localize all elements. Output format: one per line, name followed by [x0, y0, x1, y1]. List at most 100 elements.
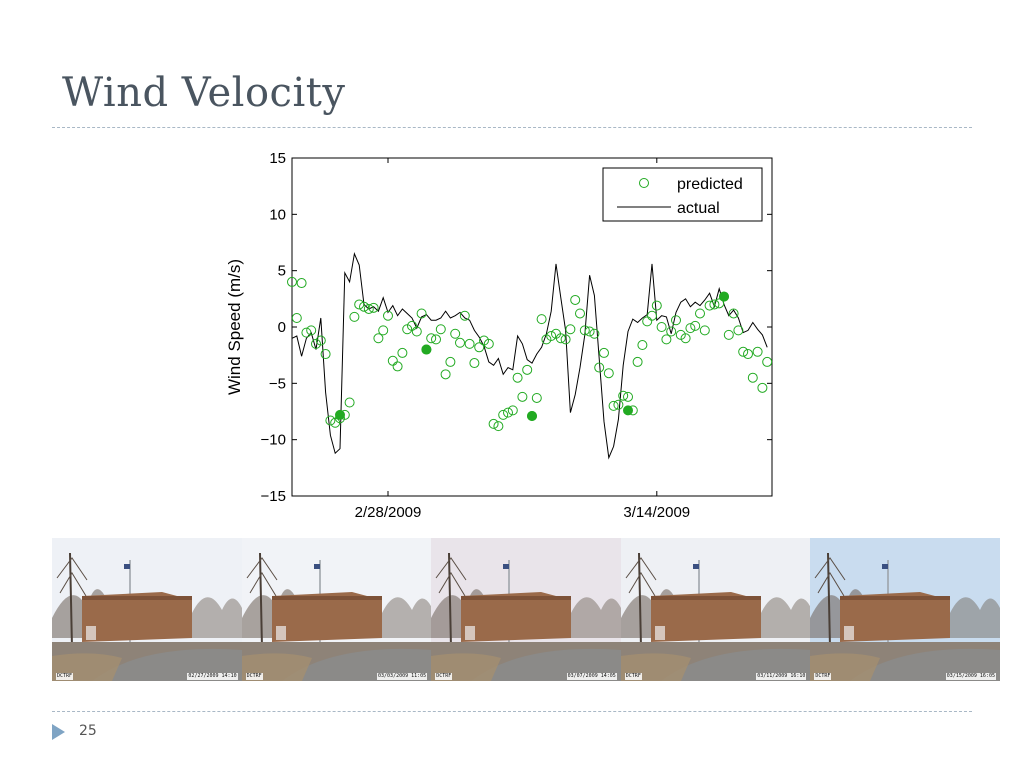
- building-scene-image: [241, 538, 432, 681]
- y-tick-label: 10: [269, 206, 286, 223]
- webcam-photo: DCTRF 03/15/2009 16:05: [810, 538, 1000, 681]
- predicted-point: [306, 325, 317, 336]
- predicted-point: [498, 409, 509, 420]
- predicted-point: [762, 356, 773, 367]
- camera-id-label: DCTRF: [624, 673, 642, 680]
- legend-actual-label: actual: [677, 200, 720, 217]
- predicted-point: [752, 346, 763, 357]
- footer-divider: [52, 711, 972, 712]
- x-tick-label: 2/28/2009: [355, 504, 422, 520]
- predicted-point: [738, 346, 749, 357]
- predicted-point: [560, 334, 571, 345]
- chart-axes: 15 10 5 0 −5 −10 −15 2/28/2009 3/14/2009: [261, 150, 773, 520]
- predicted-point: [690, 320, 701, 331]
- building-scene-image: [431, 538, 621, 681]
- predicted-point: [291, 312, 302, 323]
- y-tick-label: −15: [261, 488, 286, 505]
- predicted-point: [575, 308, 585, 319]
- building-scene-image: [810, 538, 1000, 681]
- predicted-point: [599, 347, 609, 358]
- y-tick-label: −5: [269, 375, 286, 392]
- predicted-point: [320, 349, 331, 360]
- highlighted-point: [527, 411, 537, 422]
- predicted-point: [666, 326, 677, 337]
- predicted-point: [464, 338, 475, 349]
- predicted-point: [546, 331, 557, 342]
- predicted-point: [344, 397, 355, 408]
- predicted-point: [603, 368, 614, 379]
- predicted-point: [757, 382, 768, 393]
- highlighted-point: [623, 405, 633, 416]
- predicted-point: [685, 323, 696, 334]
- predicted-point: [555, 333, 566, 344]
- predicted-point: [287, 276, 297, 287]
- page-number: 25: [79, 723, 97, 739]
- predicted-point: [723, 329, 734, 340]
- predicted-point: [469, 358, 480, 369]
- predicted-point: [445, 356, 456, 367]
- predicted-point: [517, 391, 528, 402]
- photo-timestamp: 03/03/2009 11:05: [377, 673, 428, 680]
- predicted-point: [656, 322, 667, 332]
- predicted-point: [483, 338, 494, 349]
- predicted-point: [642, 316, 653, 327]
- predicted-point: [296, 278, 307, 289]
- y-tick-label: 15: [269, 150, 286, 167]
- predicted-point: [618, 390, 629, 401]
- predicted-point: [531, 392, 542, 403]
- webcam-photo: DCTRF 03/07/2009 14:05: [431, 538, 621, 681]
- predicted-point: [671, 315, 681, 326]
- y-tick-label: 5: [278, 263, 286, 280]
- predicted-points-layer: [287, 276, 773, 432]
- predicted-point: [632, 356, 643, 367]
- webcam-photo: DCTRF 03/11/2009 16:10: [620, 538, 811, 681]
- photo-timestamp: 03/15/2009 16:05: [945, 673, 996, 680]
- predicted-point: [459, 310, 470, 321]
- predicted-point: [431, 334, 441, 345]
- actual-line-layer: [291, 252, 768, 460]
- predicted-point: [378, 325, 389, 336]
- webcam-photo: DCTRF 03/03/2009 11:05: [241, 538, 432, 681]
- chart-legend: predicted actual: [602, 167, 763, 222]
- predicted-point: [579, 325, 590, 336]
- predicted-point: [373, 333, 384, 344]
- predicted-point: [397, 347, 408, 358]
- predicted-point: [440, 369, 451, 380]
- highlighted-point: [335, 409, 345, 420]
- building-scene-image: [620, 538, 811, 681]
- predicted-point: [416, 308, 427, 319]
- legend-predicted-marker: [639, 178, 649, 188]
- predicted-point: [435, 324, 446, 335]
- predicted-point: [637, 340, 648, 351]
- photo-timestamp: 02/27/2009 14:10: [187, 673, 238, 680]
- photo-timestamp: 03/07/2009 14:05: [566, 673, 617, 680]
- predicted-point: [455, 337, 465, 348]
- predicted-point: [623, 391, 633, 402]
- slide-title: Wind Velocity: [62, 70, 346, 116]
- legend-predicted-label: predicted: [677, 176, 743, 193]
- predicted-point: [728, 308, 739, 319]
- predicted-point: [608, 400, 619, 411]
- predicted-point: [661, 334, 672, 345]
- predicted-point: [536, 314, 547, 325]
- predicted-point: [488, 418, 499, 429]
- predicted-point: [503, 407, 513, 418]
- predicted-point: [651, 300, 662, 311]
- predicted-point: [354, 299, 365, 310]
- predicted-point: [349, 311, 360, 322]
- predicted-point: [743, 349, 753, 360]
- predicted-point: [474, 342, 485, 353]
- predicted-point: [695, 308, 705, 319]
- predicted-point: [709, 299, 720, 310]
- predicted-point: [411, 326, 422, 337]
- wind-speed-chart: 15 10 5 0 −5 −10 −15 2/28/2009 3/14/2009 predict…: [225, 150, 773, 520]
- photo-timestamp: 03/11/2009 16:10: [756, 673, 807, 680]
- building-scene-image: [52, 538, 242, 681]
- predicted-point: [387, 355, 398, 366]
- camera-id-label: DCTRF: [814, 673, 832, 680]
- y-tick-label: −10: [261, 432, 286, 449]
- predicted-point: [426, 333, 437, 344]
- legend-box: [602, 167, 763, 222]
- predicted-point: [733, 325, 744, 336]
- predicted-point: [565, 324, 576, 335]
